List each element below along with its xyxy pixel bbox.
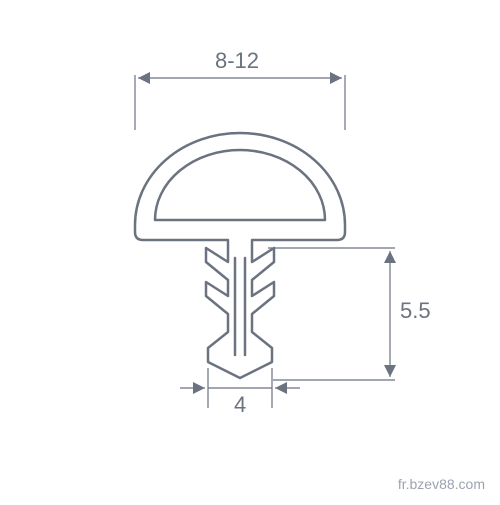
dim-label-top: 8-12 xyxy=(215,48,259,74)
dim-label-bottom: 4 xyxy=(234,392,246,418)
watermark-url: fr.bzev88.com xyxy=(398,476,485,492)
dim-label-right: 5.5 xyxy=(400,298,431,324)
technical-drawing: 8-12 5.5 4 fr.bzev88.com xyxy=(0,0,500,500)
seal-profile xyxy=(135,133,345,378)
profile-svg xyxy=(0,0,500,500)
